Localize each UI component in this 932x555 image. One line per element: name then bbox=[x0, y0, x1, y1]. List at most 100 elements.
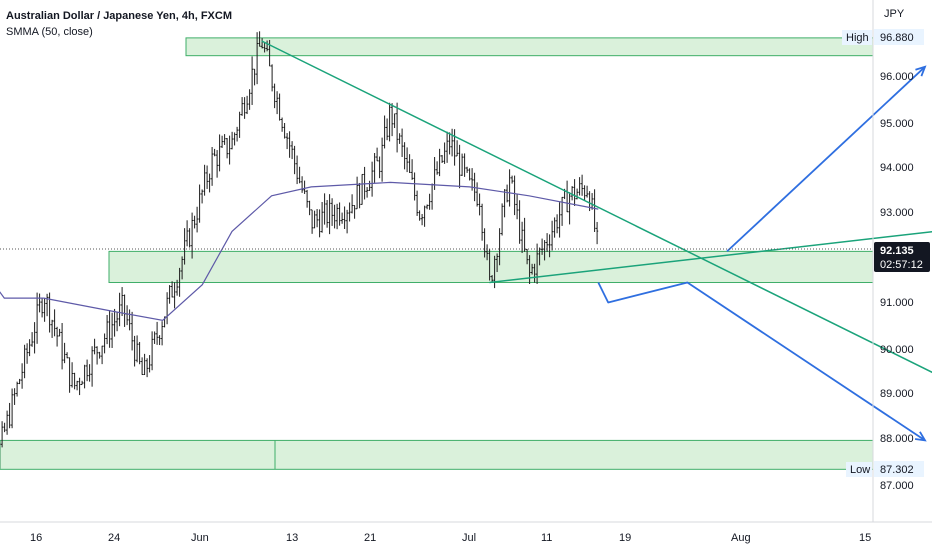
projection-bullish-path[interactable] bbox=[726, 66, 926, 253]
time-tick: Jul bbox=[462, 532, 476, 544]
candle bbox=[186, 220, 189, 247]
candle bbox=[61, 322, 64, 370]
candle bbox=[341, 212, 344, 224]
candle bbox=[108, 310, 111, 348]
candle bbox=[273, 83, 276, 109]
candle bbox=[378, 156, 381, 179]
candle bbox=[463, 153, 466, 177]
zone-resistance[interactable] bbox=[185, 37, 874, 57]
candle bbox=[568, 192, 571, 225]
candle bbox=[201, 189, 204, 204]
candle bbox=[518, 200, 521, 244]
candle bbox=[501, 203, 504, 236]
candle bbox=[493, 255, 496, 289]
candle bbox=[103, 333, 106, 354]
candle bbox=[46, 293, 49, 317]
candle bbox=[308, 200, 311, 216]
candle bbox=[23, 344, 26, 379]
candle bbox=[386, 118, 389, 141]
candle bbox=[396, 102, 399, 153]
time-tick: 11 bbox=[541, 532, 552, 544]
trendline-ascending[interactable] bbox=[489, 230, 932, 284]
candle bbox=[6, 410, 9, 435]
candle bbox=[336, 203, 339, 230]
candle bbox=[488, 248, 491, 281]
candle bbox=[393, 113, 396, 129]
price-axis[interactable]: JPY 96.000 95.000 94.000 93.000 91.000 9… bbox=[842, 8, 930, 492]
smma-line[interactable] bbox=[0, 181, 599, 321]
candle bbox=[76, 380, 79, 391]
candle bbox=[506, 184, 509, 203]
chart-legend[interactable]: Australian Dollar / Japanese Yen, 4h, FX… bbox=[6, 8, 232, 40]
candle bbox=[281, 117, 284, 132]
candle bbox=[343, 206, 346, 230]
arrowhead bbox=[914, 431, 927, 442]
candle bbox=[426, 204, 429, 210]
candle bbox=[248, 89, 251, 110]
candle bbox=[176, 279, 179, 296]
candle bbox=[508, 169, 511, 207]
candle bbox=[246, 95, 249, 115]
candle bbox=[56, 326, 59, 347]
candle bbox=[233, 132, 236, 146]
candle bbox=[593, 189, 596, 232]
candle bbox=[288, 131, 291, 158]
candle bbox=[331, 198, 334, 226]
candle bbox=[18, 378, 21, 385]
price-tick: 88.000 bbox=[880, 433, 914, 445]
zone-low[interactable] bbox=[0, 439, 874, 470]
candle bbox=[418, 210, 421, 221]
candle bbox=[511, 175, 514, 184]
candle bbox=[13, 388, 16, 405]
candle bbox=[441, 155, 444, 163]
low-label-bg bbox=[846, 462, 872, 477]
candle bbox=[333, 204, 336, 229]
low-value-bg bbox=[874, 461, 924, 477]
time-tick: 24 bbox=[108, 532, 120, 544]
price-tick: 89.000 bbox=[880, 388, 914, 400]
zone-support[interactable] bbox=[108, 250, 874, 284]
candle bbox=[181, 256, 184, 280]
candle bbox=[238, 111, 241, 138]
candle bbox=[503, 189, 506, 218]
candle bbox=[151, 331, 154, 371]
low-label: Low bbox=[850, 464, 870, 476]
candle bbox=[41, 297, 44, 318]
candle bbox=[526, 248, 529, 265]
candle bbox=[428, 193, 431, 210]
candle bbox=[461, 153, 464, 176]
candle bbox=[231, 131, 234, 150]
time-axis[interactable]: 16 24 Jun 13 21 Jul 11 19 Aug 15 bbox=[30, 532, 871, 544]
candle bbox=[366, 187, 369, 198]
indicator-label[interactable]: SMMA (50, close) bbox=[6, 26, 93, 38]
candle bbox=[128, 309, 131, 331]
candle bbox=[111, 312, 114, 348]
candle bbox=[326, 199, 329, 228]
candle bbox=[596, 221, 599, 245]
symbol-title[interactable]: Australian Dollar / Japanese Yen, 4h, FX… bbox=[6, 10, 232, 22]
candle bbox=[358, 182, 361, 209]
candle bbox=[293, 145, 296, 175]
candle bbox=[98, 351, 101, 359]
candle bbox=[316, 209, 319, 228]
candle bbox=[36, 292, 39, 344]
candle bbox=[481, 203, 484, 241]
time-tick: 21 bbox=[364, 532, 376, 544]
candle bbox=[321, 201, 324, 233]
candle bbox=[496, 253, 499, 273]
candle bbox=[31, 332, 34, 347]
candle bbox=[571, 186, 574, 201]
candle bbox=[96, 346, 99, 365]
trendline-descending[interactable] bbox=[261, 40, 932, 374]
projection-bearish-path[interactable] bbox=[597, 281, 926, 442]
candle bbox=[188, 228, 191, 248]
candle bbox=[213, 148, 216, 157]
candle bbox=[256, 32, 259, 85]
candle bbox=[21, 363, 24, 389]
candle bbox=[58, 328, 61, 337]
candle bbox=[171, 281, 174, 298]
candle bbox=[371, 161, 374, 197]
price-tick: 87.000 bbox=[880, 480, 914, 492]
